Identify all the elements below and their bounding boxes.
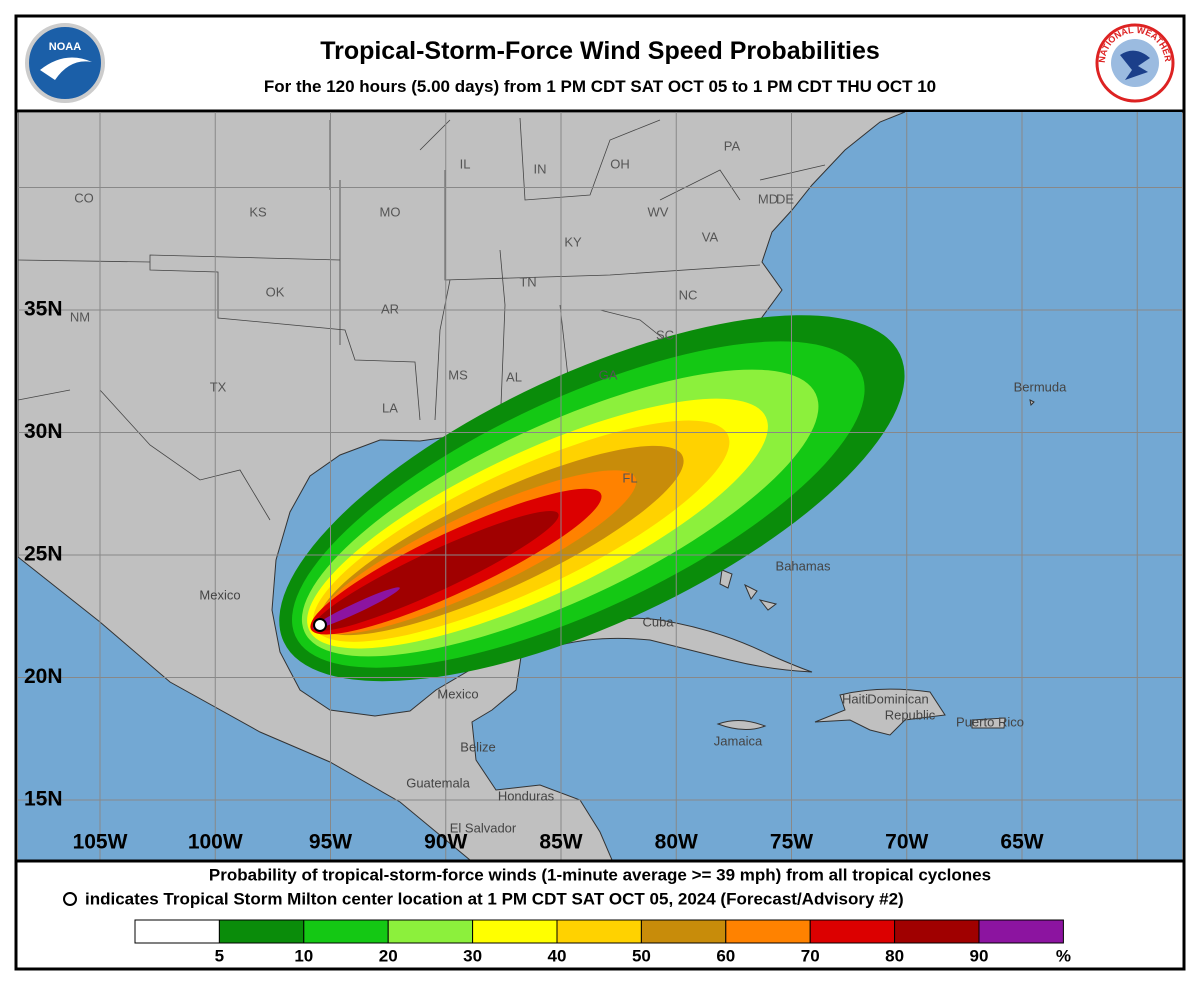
lon-label: 95W [309, 831, 352, 854]
place-label: Mexico [437, 686, 478, 701]
state-label: TX [210, 379, 227, 394]
state-label: CO [74, 190, 94, 205]
state-label: GA [599, 367, 618, 382]
state-label: KY [564, 234, 582, 249]
cuba [559, 617, 813, 673]
lat-label: 20N [24, 665, 63, 688]
state-label: MD [758, 191, 778, 206]
legend-swatch [303, 919, 389, 944]
place-label: Puerto Rico [956, 714, 1024, 729]
legend-label: 20 [379, 946, 398, 965]
lon-label: 100W [188, 831, 243, 854]
bahamas [719, 569, 778, 611]
lat-label: 30N [24, 420, 63, 443]
storm-center [313, 618, 327, 632]
title: Tropical-Storm-Force Wind Speed Probabil… [320, 37, 880, 65]
place-label: Bahamas [776, 558, 831, 573]
legend-label: 80 [885, 946, 904, 965]
state-label: DE [776, 191, 794, 206]
state-label: IN [534, 161, 547, 176]
legend-label: 90 [970, 946, 989, 965]
place-label: Jamaica [714, 733, 763, 748]
legend-label: % [1056, 946, 1071, 965]
legend-label: 10 [294, 946, 313, 965]
place-label: Dominican [867, 691, 928, 706]
probability-swath [279, 315, 905, 682]
lon-label: 65W [1000, 831, 1043, 854]
graticule [18, 112, 1182, 860]
place-label: Honduras [498, 788, 555, 803]
place-label: Guatemala [406, 775, 470, 790]
place-label: Bermuda [1014, 379, 1068, 394]
footer-note: Probability of tropical-storm-force wind… [209, 865, 991, 884]
state-label: OK [266, 284, 285, 299]
storm-symbol [63, 892, 77, 906]
legend: 5 10 20 30 40 50 60 70 80 90% [134, 919, 1071, 965]
state-label: VA [702, 229, 719, 244]
state-label: KS [249, 204, 267, 219]
lat-label: 25N [24, 543, 63, 566]
footer-note: indicates Tropical Storm Milton center l… [85, 889, 904, 908]
legend-label: 60 [716, 946, 735, 965]
bermuda [1029, 399, 1035, 407]
state-label: FL [622, 470, 637, 485]
logo-text: NOAA [49, 41, 81, 53]
lon-label: 75W [770, 831, 813, 854]
noaa-logo: NOAA [25, 23, 105, 103]
place-label: El Salvador [450, 820, 517, 835]
state-label: NC [679, 287, 698, 302]
state-label: TN [519, 274, 536, 289]
map: 35N 30N 25N 20N 15N 105W 100W 95W 90W 85W 80W 75W 70… [18, 112, 1182, 860]
puerto-rico [971, 717, 1006, 729]
legend-swatch [387, 919, 474, 944]
lon-label: 90W [424, 831, 467, 854]
legend-label: 30 [463, 946, 482, 965]
map-labels: 35N 30N 25N 20N 15N 105W 100W 95W 90W 85W 80W 75W 70… [24, 138, 1067, 853]
legend-swatch [556, 919, 642, 944]
state-label: LA [382, 400, 398, 415]
probability-band [312, 587, 400, 629]
lat-label: 35N [24, 298, 63, 321]
place-label: Mexico [199, 587, 240, 602]
place-label: Belize [460, 739, 495, 754]
legend-swatch [218, 919, 305, 944]
hispaniola [814, 688, 946, 736]
legend-swatch [978, 919, 1064, 944]
place-label: Haiti [842, 691, 868, 706]
state-label: SC [656, 327, 674, 342]
state-label: IL [460, 156, 471, 171]
legend-swatch [725, 919, 811, 944]
lat-label: 15N [24, 788, 63, 811]
legend-label: 50 [632, 946, 651, 965]
state-label: PA [724, 138, 741, 153]
lon-label: 70W [885, 831, 928, 854]
legend-label: 5 [215, 946, 224, 965]
place-label: Cuba [642, 614, 674, 629]
legend-swatch [640, 919, 727, 944]
lon-label: 80W [655, 831, 698, 854]
place-label: Republic [885, 707, 936, 722]
subtitle: For the 120 hours (5.00 days) from 1 PM … [264, 77, 936, 96]
state-label: AL [506, 369, 522, 384]
jamaica [716, 720, 767, 730]
legend-swatch [894, 919, 980, 944]
state-label: AR [381, 301, 399, 316]
state-label: WV [648, 204, 669, 219]
state-label: NM [70, 309, 90, 324]
state-label: MS [448, 367, 468, 382]
legend-swatch [472, 919, 558, 944]
legend-swatch [809, 919, 896, 944]
state-label: MO [380, 204, 401, 219]
lon-label: 85W [539, 831, 582, 854]
legend-label: 40 [548, 946, 567, 965]
state-label: OH [610, 156, 630, 171]
legend-swatch [134, 919, 220, 944]
legend-label: 70 [801, 946, 820, 965]
lon-label: 105W [73, 831, 128, 854]
